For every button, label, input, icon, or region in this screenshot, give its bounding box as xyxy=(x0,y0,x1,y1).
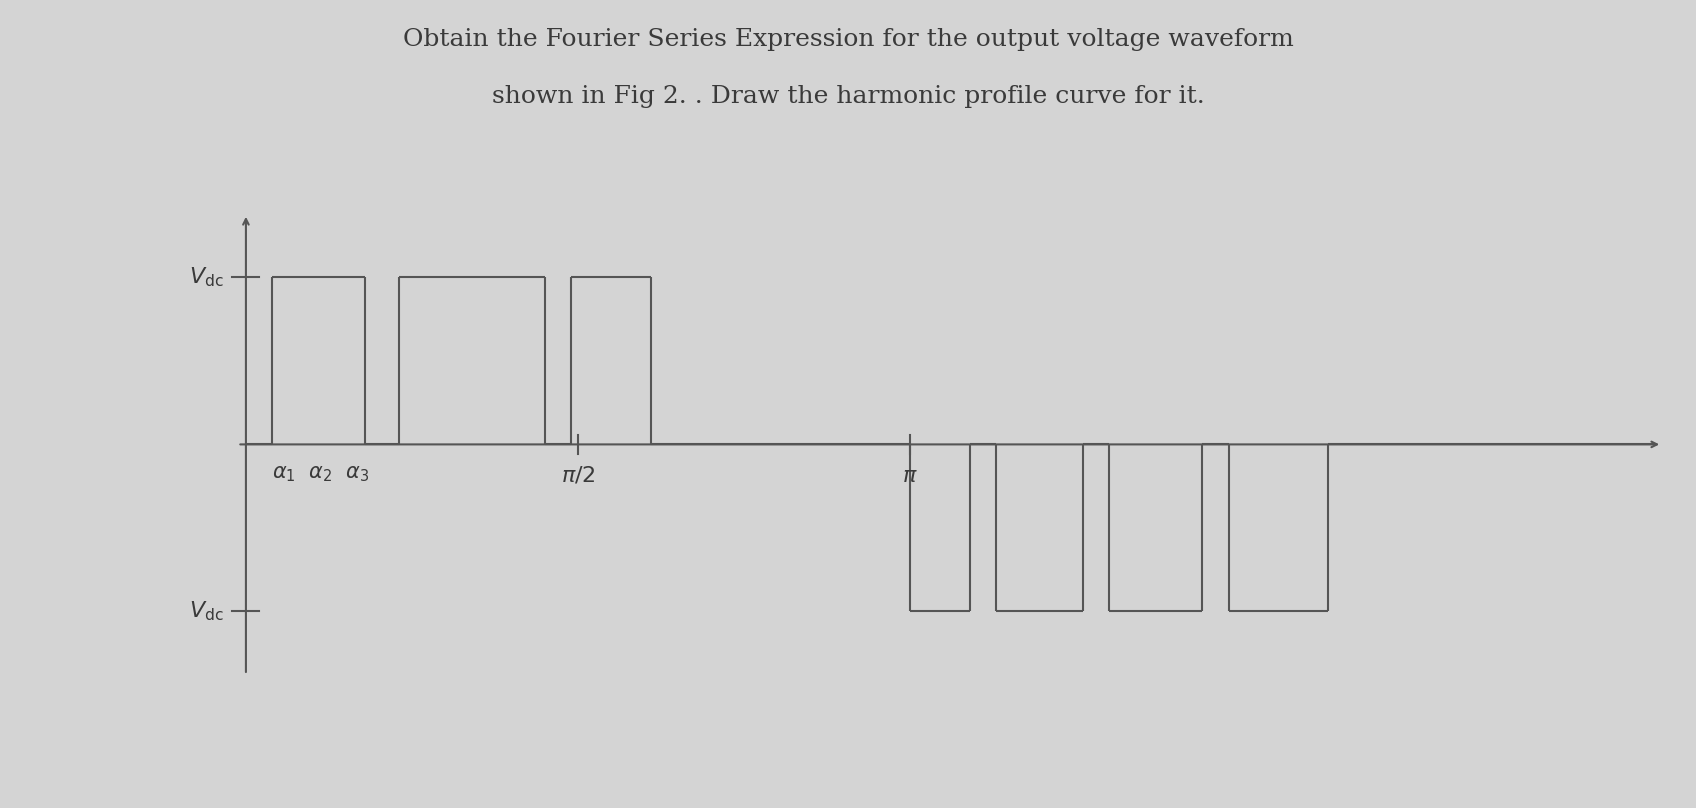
Text: $V_{\rm dc}$: $V_{\rm dc}$ xyxy=(190,600,224,623)
Text: $\alpha_1$  $\alpha_2$  $\alpha_3$: $\alpha_1$ $\alpha_2$ $\alpha_3$ xyxy=(273,465,370,484)
Text: $\pi/2$: $\pi/2$ xyxy=(561,465,595,486)
Text: $V_{\rm dc}$: $V_{\rm dc}$ xyxy=(190,266,224,289)
Text: $\pi$: $\pi$ xyxy=(902,465,918,486)
Text: Obtain the Fourier Series Expression for the output voltage waveform: Obtain the Fourier Series Expression for… xyxy=(402,28,1294,51)
Text: shown in Fig 2. . Draw the harmonic profile curve for it.: shown in Fig 2. . Draw the harmonic prof… xyxy=(492,85,1204,107)
